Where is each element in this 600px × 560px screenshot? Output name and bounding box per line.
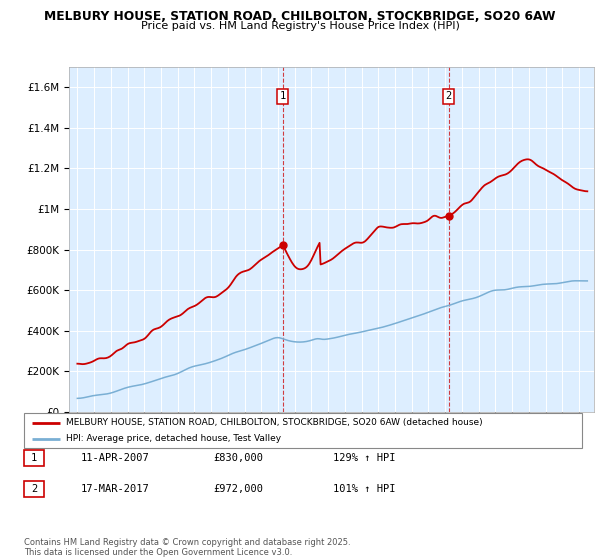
Text: 2: 2 [446, 91, 452, 101]
Text: Contains HM Land Registry data © Crown copyright and database right 2025.
This d: Contains HM Land Registry data © Crown c… [24, 538, 350, 557]
Text: HPI: Average price, detached house, Test Valley: HPI: Average price, detached house, Test… [66, 434, 281, 443]
Text: Price paid vs. HM Land Registry's House Price Index (HPI): Price paid vs. HM Land Registry's House … [140, 21, 460, 31]
Text: £972,000: £972,000 [213, 484, 263, 494]
Text: 1: 1 [280, 91, 286, 101]
Text: £830,000: £830,000 [213, 453, 263, 463]
Text: MELBURY HOUSE, STATION ROAD, CHILBOLTON, STOCKBRIDGE, SO20 6AW: MELBURY HOUSE, STATION ROAD, CHILBOLTON,… [44, 10, 556, 23]
Text: 2: 2 [31, 484, 37, 494]
Text: 1: 1 [31, 453, 37, 463]
Text: MELBURY HOUSE, STATION ROAD, CHILBOLTON, STOCKBRIDGE, SO20 6AW (detached house): MELBURY HOUSE, STATION ROAD, CHILBOLTON,… [66, 418, 482, 427]
Text: 17-MAR-2017: 17-MAR-2017 [81, 484, 150, 494]
Text: 11-APR-2007: 11-APR-2007 [81, 453, 150, 463]
Text: 129% ↑ HPI: 129% ↑ HPI [333, 453, 395, 463]
Text: 101% ↑ HPI: 101% ↑ HPI [333, 484, 395, 494]
